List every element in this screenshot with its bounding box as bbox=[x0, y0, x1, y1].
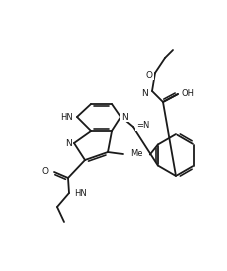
Text: HN: HN bbox=[74, 189, 87, 198]
Text: O: O bbox=[42, 167, 49, 176]
Text: Me: Me bbox=[130, 150, 143, 159]
Text: OH: OH bbox=[182, 89, 195, 98]
Text: N: N bbox=[121, 112, 128, 121]
Text: O: O bbox=[146, 70, 153, 79]
Text: HN: HN bbox=[60, 112, 73, 121]
Text: N: N bbox=[65, 138, 72, 147]
Text: =N: =N bbox=[136, 121, 149, 131]
Text: N: N bbox=[141, 89, 148, 98]
